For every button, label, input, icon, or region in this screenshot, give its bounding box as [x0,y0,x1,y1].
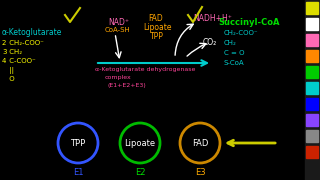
Bar [306,50,318,62]
Text: NAD⁺: NAD⁺ [108,18,129,27]
Text: 2: 2 [2,40,6,46]
Text: NADH+H⁺: NADH+H⁺ [193,14,232,23]
Text: Lipoate: Lipoate [124,138,156,147]
Bar [306,2,318,14]
Text: α-Ketoglutarate dehydrogenase: α-Ketoglutarate dehydrogenase [95,67,196,72]
Bar [305,0,320,180]
Text: CoA-SH: CoA-SH [105,27,131,33]
Text: E1: E1 [73,168,83,177]
Text: α-Ketoglutarate: α-Ketoglutarate [2,28,62,37]
Text: CH₂: CH₂ [224,40,237,46]
Text: complex: complex [105,75,132,80]
Text: 3: 3 [2,49,6,55]
Text: TPP: TPP [70,138,86,147]
Text: CH₂-COO⁻: CH₂-COO⁻ [224,30,259,36]
Text: (E1+E2+E3): (E1+E2+E3) [107,83,146,88]
Text: CH₂-COO⁻: CH₂-COO⁻ [7,40,44,46]
Bar [306,34,318,46]
Bar [306,114,318,126]
Text: O: O [7,76,15,82]
Text: FAD: FAD [148,14,163,23]
Text: Succinyl-CoA: Succinyl-CoA [218,18,279,27]
Bar [306,98,318,110]
Text: CH₂: CH₂ [7,49,22,55]
Text: CO₂: CO₂ [203,38,217,47]
Bar [306,82,318,94]
Bar [306,146,318,158]
Bar [306,130,318,142]
Text: C-COO⁻: C-COO⁻ [7,58,36,64]
Text: TPP: TPP [150,32,164,41]
Text: C = O: C = O [224,50,244,56]
Text: S-CoA: S-CoA [224,60,244,66]
Text: E2: E2 [135,168,145,177]
Text: ||: || [7,67,14,74]
Bar [306,66,318,78]
Text: Lipoate: Lipoate [143,23,172,32]
Text: E3: E3 [195,168,205,177]
Text: 4: 4 [2,58,6,64]
Text: FAD: FAD [192,138,208,147]
Bar [306,18,318,30]
